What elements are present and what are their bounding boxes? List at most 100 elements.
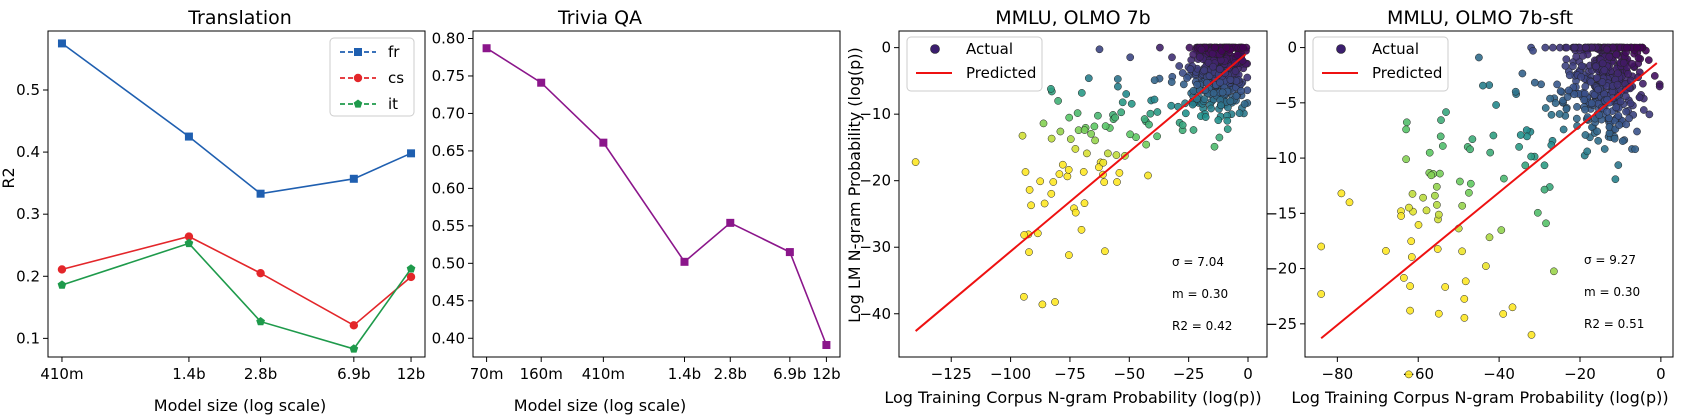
y-tick-label: 0.55: [432, 217, 465, 235]
scatter-point: [1101, 247, 1109, 256]
data-point-cs: [256, 268, 265, 278]
scatter-point: [1150, 95, 1159, 104]
scatter-point: [1587, 99, 1596, 108]
scatter-point: [1529, 46, 1537, 55]
scatter-point: [1631, 145, 1640, 154]
scatter-point: [1122, 90, 1131, 98]
scatter-point: [1407, 237, 1416, 246]
scatter-point: [1222, 43, 1231, 52]
scatter-point: [1140, 115, 1149, 123]
scatter-point: [1581, 43, 1590, 52]
scatter-point: [1611, 175, 1620, 184]
trivia-qa-frame: [472, 30, 841, 358]
scatter-point: [1438, 142, 1447, 150]
scatter-point: [1573, 103, 1581, 111]
scatter-point: [1113, 75, 1122, 83]
scatter-point: [1602, 45, 1611, 54]
scatter-point: [1189, 126, 1198, 134]
y-tick-label: 0.4: [16, 143, 40, 161]
scatter-point: [1500, 174, 1508, 183]
scatter-point: [1562, 43, 1571, 52]
scatter-point: [1243, 73, 1252, 82]
scatter-point: [1146, 109, 1155, 118]
y-tick-label: 0.75: [432, 67, 465, 85]
mmlu-olmo-7b-sft-panel: MMLU, OLMO 7b-sft Log Training Corpus N-…: [1265, 7, 1674, 407]
scatter-point: [1025, 248, 1033, 256]
scatter-point: [1402, 125, 1410, 134]
mmlu-7b-sigma: σ = 7.04: [1172, 255, 1224, 269]
scatter-point: [1581, 89, 1589, 98]
data-point-fr: [407, 149, 416, 158]
data-point-it: [256, 317, 265, 326]
scatter-point: [1614, 111, 1623, 120]
scatter-point: [1593, 127, 1602, 136]
scatter-point: [1516, 131, 1525, 139]
scatter-point: [1605, 52, 1614, 61]
scatter-point: [1099, 158, 1108, 167]
translation-ylabel: R2: [0, 167, 18, 188]
scatter-point: [1210, 142, 1219, 151]
scatter-point: [1427, 171, 1436, 180]
legend-fr-marker-icon: [354, 48, 362, 56]
scatter-point: [1578, 62, 1586, 70]
scatter-point: [1550, 267, 1558, 276]
scatter-point: [1456, 177, 1464, 186]
scatter-point: [1556, 87, 1565, 96]
scatter-point: [1080, 126, 1089, 134]
x-tick-label: −40: [1483, 365, 1515, 383]
scatter-point: [1402, 118, 1411, 127]
scatter-point: [1084, 74, 1093, 83]
scatter-point: [1489, 131, 1498, 140]
scatter-point: [1414, 221, 1423, 229]
y-tick-label: −5: [1275, 94, 1297, 112]
scatter-point: [1563, 93, 1572, 101]
scatter-point: [1223, 116, 1232, 125]
scatter-point: [1100, 178, 1109, 186]
scatter-point: [1197, 45, 1206, 54]
scatter-point: [1382, 247, 1390, 255]
mmlu-7b-ylabel: Log LM N-gram Probability (log(p)): [845, 47, 864, 323]
mmlu-sft-legend: Actual Predicted: [1312, 36, 1449, 92]
scatter-point: [1345, 198, 1354, 207]
scatter-point: [1595, 111, 1604, 119]
scatter-point: [1523, 132, 1531, 141]
x-tick-label: −75: [1054, 365, 1086, 383]
scatter-point: [1442, 108, 1450, 116]
scatter-point: [1486, 148, 1495, 157]
scatter-point: [1562, 55, 1571, 64]
scatter-point: [1460, 314, 1469, 322]
scatter-point: [1533, 208, 1542, 217]
scatter-point: [1239, 43, 1247, 52]
scatter-point: [1564, 86, 1573, 95]
x-tick-label: −125: [931, 365, 972, 383]
data-point-cs: [184, 232, 194, 241]
scatter-point: [1144, 171, 1152, 180]
mmlu-sft-xlabel: Log Training Corpus N-gram Probability (…: [1291, 388, 1668, 407]
legend-it-marker-icon: [353, 99, 363, 108]
scatter-point: [1145, 120, 1153, 129]
scatter-point: [1570, 90, 1579, 99]
x-tick-label: 2.8b: [714, 365, 747, 383]
y-tick-label: 0.1: [16, 329, 40, 347]
scatter-point: [1167, 101, 1176, 110]
scatter-point: [1577, 73, 1586, 81]
scatter-point: [1461, 277, 1470, 286]
scatter-point: [1515, 143, 1523, 151]
data-point-main: [785, 248, 794, 257]
scatter-point: [1209, 62, 1217, 71]
scatter-point: [1612, 103, 1620, 112]
y-tick-label: 0.65: [432, 142, 465, 160]
scatter-point: [1232, 92, 1241, 100]
scatter-point: [1633, 127, 1641, 136]
scatter-point: [1579, 52, 1587, 60]
scatter-point: [1458, 247, 1466, 256]
x-tick-label: 1.4b: [668, 365, 701, 383]
legend-actual-label: Actual: [1372, 40, 1419, 58]
scatter-point: [1126, 53, 1135, 62]
scatter-point: [1101, 122, 1110, 130]
scatter-point: [1073, 109, 1082, 117]
scatter-point: [1402, 155, 1410, 164]
scatter-point: [1610, 134, 1619, 143]
scatter-point: [1126, 130, 1134, 139]
scatter-point: [1594, 136, 1603, 145]
